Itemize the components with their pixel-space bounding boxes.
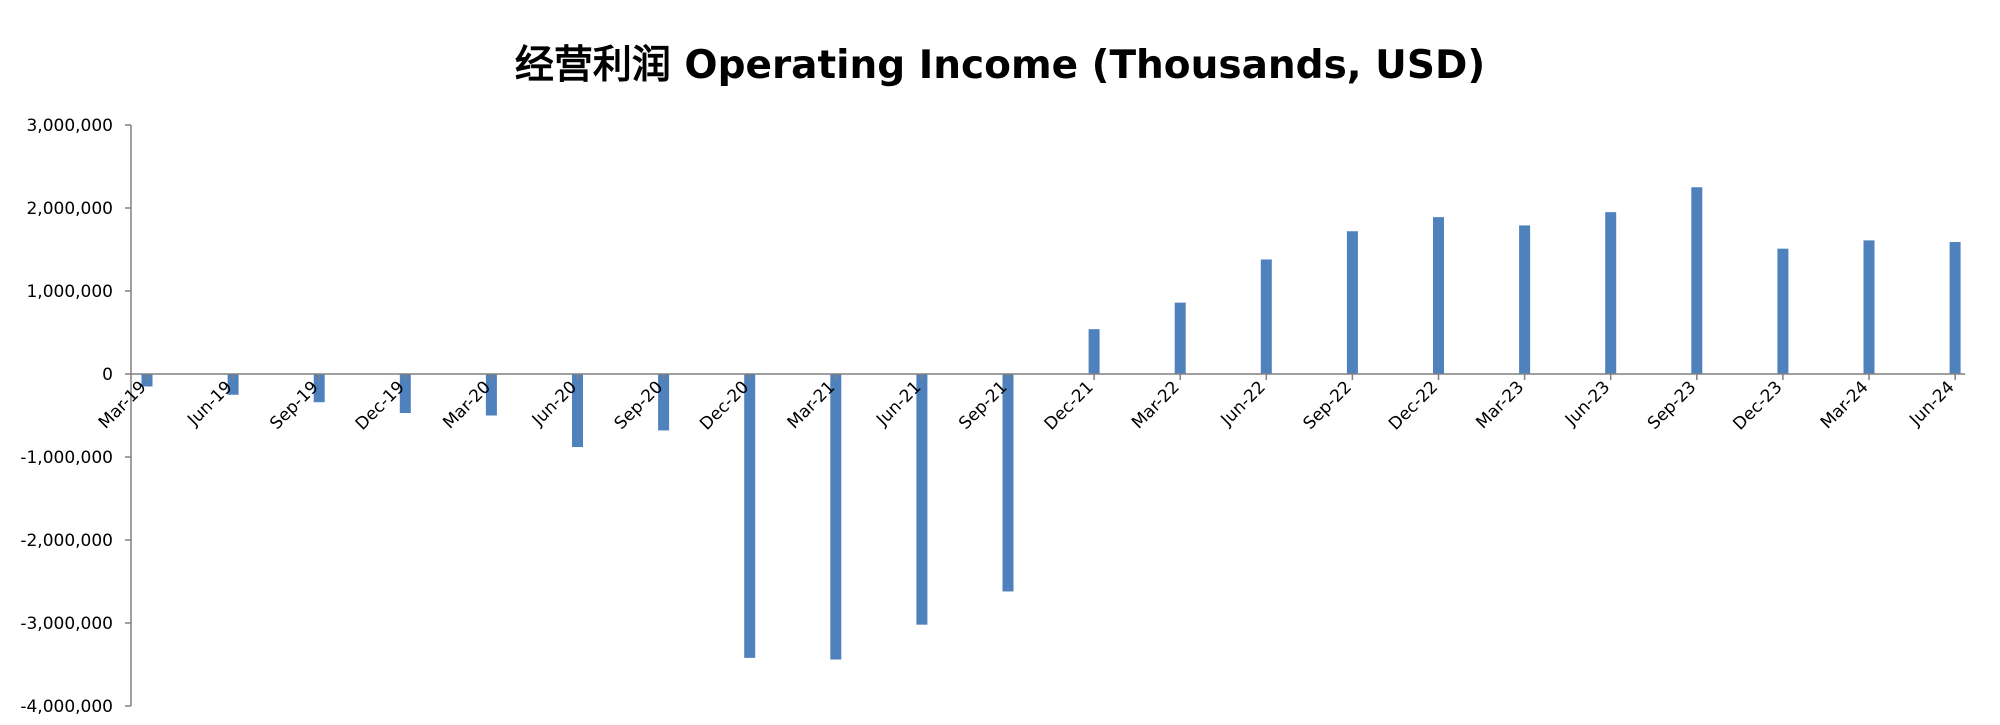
x-tick-label: Mar-19 [95,377,151,433]
bar [744,374,756,658]
bar [1174,302,1186,374]
y-tick-label: 1,000,000 [26,282,113,302]
bar [313,374,325,403]
bar [485,374,497,416]
bar [572,374,583,448]
x-tick-label: Jun-22 [1217,377,1270,430]
bar [399,374,411,414]
bar [141,374,153,387]
bar [1949,242,1961,374]
x-tick-label: Jun-23 [1561,377,1614,430]
y-tick-label: 3,000,000 [26,116,113,136]
x-tick-label: Sep-23 [1644,377,1700,433]
bars [141,187,1961,660]
bar [1002,374,1014,592]
x-tick-label: Mar-24 [1817,377,1873,433]
bar [916,374,928,625]
x-tick-label: Dec-22 [1385,377,1442,434]
y-tick-label: 2,000,000 [26,199,113,219]
y-tick-label: -2,000,000 [20,531,113,551]
bar [658,374,670,431]
bar [1346,231,1358,374]
x-axis: Mar-19 Jun-19 Sep-19 Dec-19 Mar-20 Jun-20 Sep-… [95,373,1966,434]
x-tick-label: Sep-19 [266,377,322,433]
y-axis: 3,000,000 2,000,000 1,000,000 0 -1,000,000 -2… [20,116,132,717]
y-tick-label: -4,000,000 [20,697,113,717]
y-tick-label: -1,000,000 [20,448,113,468]
x-tick-label: Jun-24 [1905,377,1958,430]
x-tick-label: Sep-22 [1299,377,1355,433]
x-tick-label: Mar-22 [1128,377,1184,433]
bar [227,374,239,395]
y-tick-label: 0 [102,365,113,385]
bar [830,374,842,660]
bar [1260,259,1272,374]
bar [1433,217,1444,374]
bar [1519,225,1531,374]
x-tick-label: Jun-19 [183,377,236,430]
bar [1863,240,1875,374]
chart-title: 经营利润 Operating Income (Thousands, USD) [514,43,1486,88]
bar [1777,248,1789,374]
bar [1088,329,1100,374]
bar [1691,187,1703,374]
bar [1605,212,1617,374]
x-tick-label: Dec-23 [1729,377,1786,434]
x-tick-label: Dec-21 [1041,377,1098,434]
y-tick-label: -3,000,000 [20,614,113,634]
x-tick-label: Mar-23 [1472,377,1528,433]
